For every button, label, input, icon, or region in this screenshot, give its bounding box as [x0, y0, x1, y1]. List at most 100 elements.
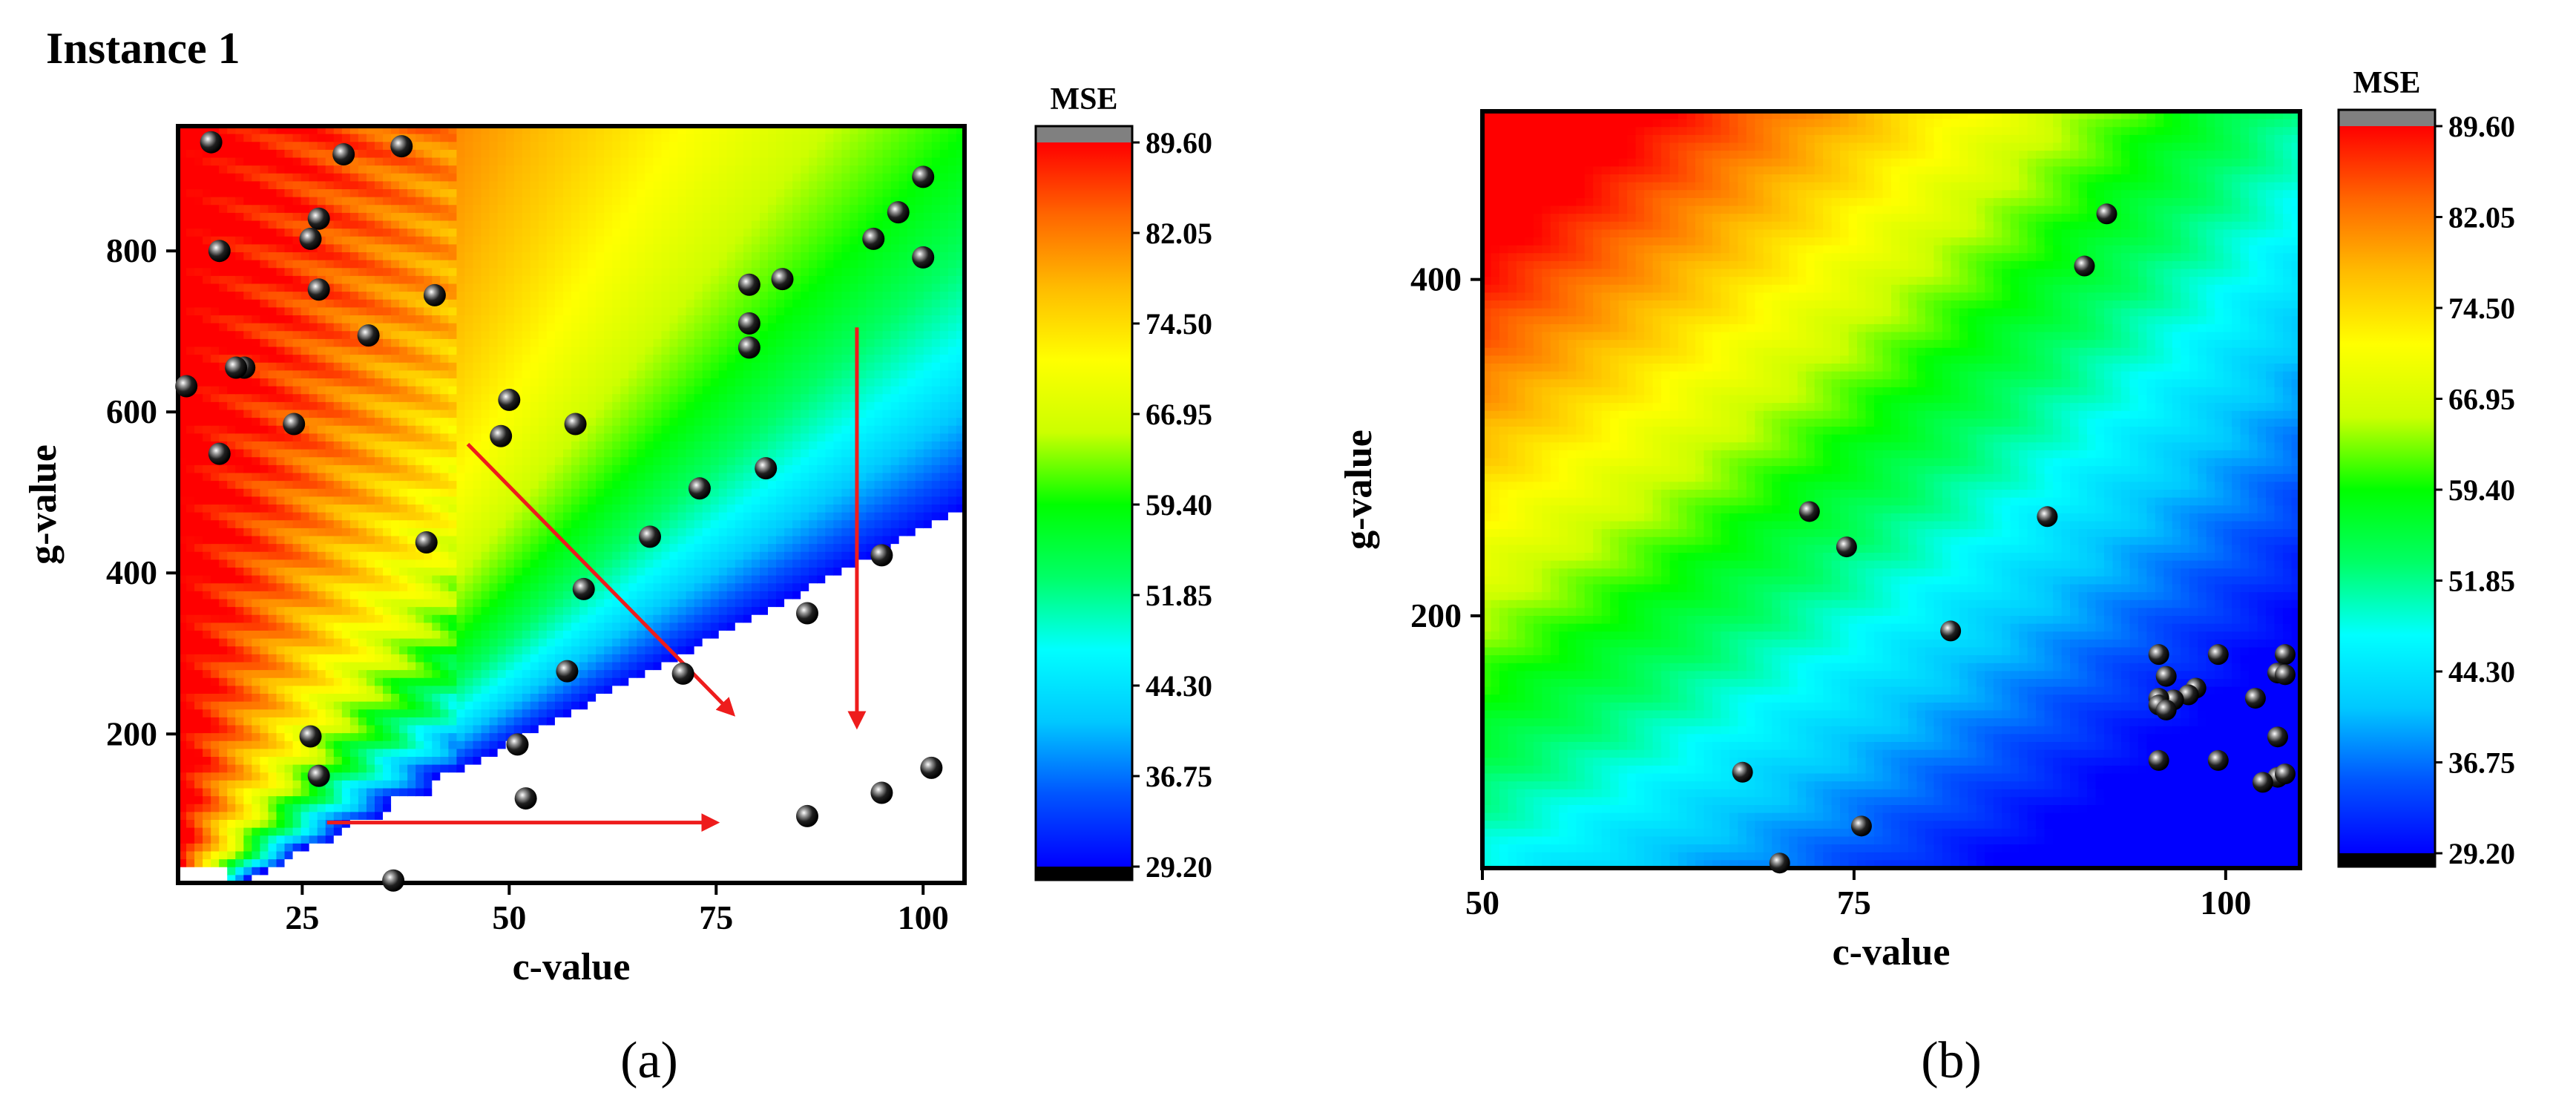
contour-cell: [252, 536, 261, 545]
contour-cell: [399, 749, 408, 758]
contour-cell: [596, 488, 605, 498]
contour-cell: [440, 764, 450, 773]
contour-cell: [596, 401, 605, 411]
contour-cell: [554, 189, 564, 198]
contour-cell: [243, 662, 253, 671]
contour-cell: [211, 505, 220, 513]
contour-cell: [546, 173, 556, 183]
contour-cell: [366, 512, 375, 521]
contour-cell: [530, 512, 539, 521]
contour-cell: [473, 780, 482, 789]
contour-cell: [588, 686, 597, 694]
contour-cell: [546, 488, 556, 498]
contour-cell: [383, 757, 392, 766]
contour-cell: [513, 646, 523, 655]
contour-cell: [391, 788, 400, 797]
contour-cell: [513, 355, 523, 364]
contour-cell: [399, 252, 408, 261]
contour-cell: [383, 315, 392, 324]
contour-cell: [522, 520, 531, 529]
contour-cell: [309, 488, 318, 498]
contour-cell: [424, 607, 433, 616]
contour-cell: [375, 149, 384, 159]
contour-cell: [448, 126, 458, 135]
contour-cell: [505, 764, 515, 773]
contour-cell: [391, 236, 400, 246]
contour-cell: [554, 607, 564, 616]
contour-cell: [554, 260, 564, 269]
contour-cell: [456, 173, 466, 183]
contour-cell: [432, 488, 441, 498]
contour-cell: [317, 662, 326, 671]
contour-cell: [579, 464, 588, 474]
contour-cell: [358, 631, 367, 640]
contour-cell: [366, 165, 375, 174]
contour-cell: [464, 631, 474, 640]
contour-cell: [349, 355, 359, 364]
contour-cell: [333, 449, 343, 458]
contour-cell: [456, 441, 466, 450]
contour-cell: [562, 268, 572, 277]
contour-cell: [571, 323, 580, 332]
contour-cell: [178, 457, 187, 466]
contour-cell: [399, 780, 408, 789]
contour-cell: [235, 505, 245, 513]
contour-cell: [399, 441, 408, 450]
contour-cell: [538, 638, 548, 647]
contour-cell: [276, 299, 286, 309]
contour-cell: [424, 157, 433, 166]
contour-cell: [554, 315, 564, 324]
contour-cell: [194, 496, 203, 505]
contour-cell: [399, 173, 408, 183]
contour-cell: [464, 457, 474, 466]
contour-cell: [284, 441, 294, 450]
contour-cell: [333, 551, 343, 561]
contour-cell: [440, 536, 450, 545]
contour-cell: [391, 670, 400, 679]
contour-cell: [260, 568, 269, 577]
contour-cell: [186, 229, 195, 237]
contour-cell: [538, 843, 548, 853]
contour-cell: [489, 694, 499, 703]
contour-cell: [415, 505, 424, 513]
contour-cell: [464, 512, 474, 521]
contour-cell: [358, 701, 367, 710]
contour-cell: [538, 457, 548, 466]
contour-cell: [546, 788, 556, 797]
contour-cell: [349, 370, 359, 379]
contour-cell: [260, 473, 269, 482]
contour-cell: [309, 401, 318, 411]
contour-cell: [415, 425, 424, 435]
contour-cell: [464, 401, 474, 411]
contour-cell: [562, 512, 572, 521]
contour-cell: [546, 496, 556, 505]
contour-cell: [325, 717, 335, 726]
contour-cell: [349, 740, 359, 750]
contour-cell: [415, 165, 424, 174]
contour-cell: [571, 244, 580, 253]
contour-cell: [300, 677, 310, 687]
contour-cell: [546, 449, 556, 458]
contour-cell: [243, 568, 253, 577]
contour-cell: [292, 315, 302, 324]
contour-cell: [530, 142, 539, 151]
contour-cell: [546, 346, 556, 355]
contour-cell: [538, 851, 548, 860]
contour-cell: [538, 733, 548, 742]
contour-cell: [227, 307, 236, 316]
contour-cell: [522, 268, 531, 277]
contour-cell: [424, 433, 433, 442]
contour-cell: [554, 717, 564, 726]
contour-cell: [383, 843, 392, 853]
contour-cell: [473, 149, 482, 159]
contour-cell: [317, 473, 326, 482]
contour-cell: [391, 646, 400, 655]
contour-cell: [546, 441, 556, 450]
contour-cell: [497, 568, 507, 577]
contour-cell: [440, 394, 450, 403]
contour-cell: [186, 536, 195, 545]
contour-cell: [522, 717, 531, 726]
contour-cell: [424, 614, 433, 624]
contour-cell: [432, 346, 441, 355]
contour-cell: [366, 449, 375, 458]
